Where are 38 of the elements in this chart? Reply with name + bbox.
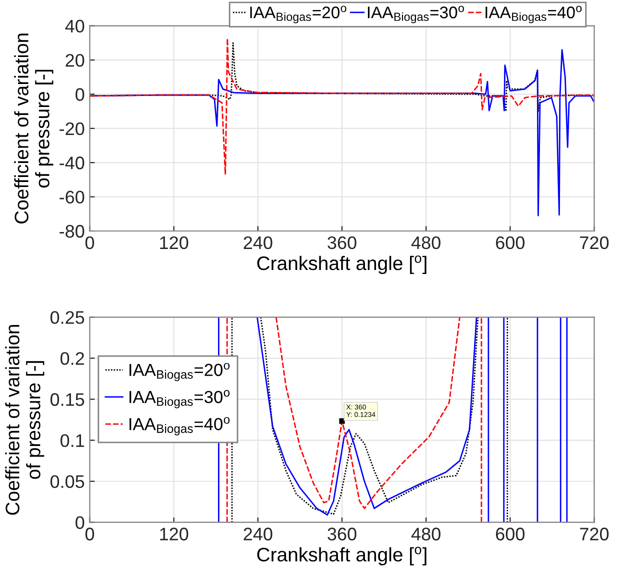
y-axis-title: Coefficient of variation of pressure [-]	[5, 324, 44, 515]
x-tick-label: 240	[244, 528, 272, 540]
legend-label: IAA$_{Biogas}$=30$^{o}$	[368, 6, 464, 24]
y-tick-label: 20	[66, 54, 84, 67]
legend-label: IAA$_{Biogas}$=20$^{o}$	[250, 6, 346, 24]
x-axis-title: Crankshaft angle [$^{o}$]	[257, 546, 426, 566]
y-axis-title: Coefficient of variation of pressure [-]	[14, 34, 54, 224]
x-tick-label: 600	[496, 236, 525, 250]
x-axis-title: Crankshaft angle [$^{o}$]	[257, 255, 426, 274]
x-tick-label: 120	[160, 528, 188, 540]
y-tick-label: 0.1	[60, 434, 84, 447]
x-tick-label: 720	[580, 528, 609, 540]
y-tick-label: 0.05	[50, 475, 84, 488]
x-tick-label: 120	[160, 236, 188, 250]
x-tick-label: 720	[580, 236, 609, 250]
y-tick-label: 0.25	[50, 311, 84, 324]
y-tick-label: -80	[60, 224, 84, 238]
legend-label: IAA$_{Biogas}$=40$^{o}$	[130, 417, 230, 436]
legend-label: IAA$_{Biogas}$=20$^{o}$	[130, 362, 230, 382]
y-tick-label: 0.2	[60, 352, 84, 365]
legend-label: IAA$_{Biogas}$=40$^{o}$	[486, 6, 582, 24]
y-tick-label: 0.15	[50, 393, 84, 406]
x-tick-label: 360	[328, 528, 356, 540]
x-tick-label: 0	[85, 236, 94, 250]
x-tick-label: 480	[411, 236, 440, 250]
y-tick-label: -40	[60, 156, 84, 170]
x-tick-label: 0	[85, 528, 94, 540]
y-tick-label: 0	[76, 88, 84, 101]
x-tick-label: 240	[244, 236, 272, 250]
y-tick-label: 0	[76, 516, 84, 530]
legend-label: IAA$_{Biogas}$=30$^{o}$	[130, 390, 230, 408]
y-tick-label: 40	[65, 20, 84, 33]
x-tick-label: 600	[496, 528, 525, 540]
y-tick-label: -60	[60, 190, 84, 204]
x-tick-label: 360	[328, 236, 356, 250]
line-series	[90, 38, 594, 176]
y-tick-label: -20	[60, 122, 84, 136]
x-tick-label: 480	[411, 528, 440, 540]
